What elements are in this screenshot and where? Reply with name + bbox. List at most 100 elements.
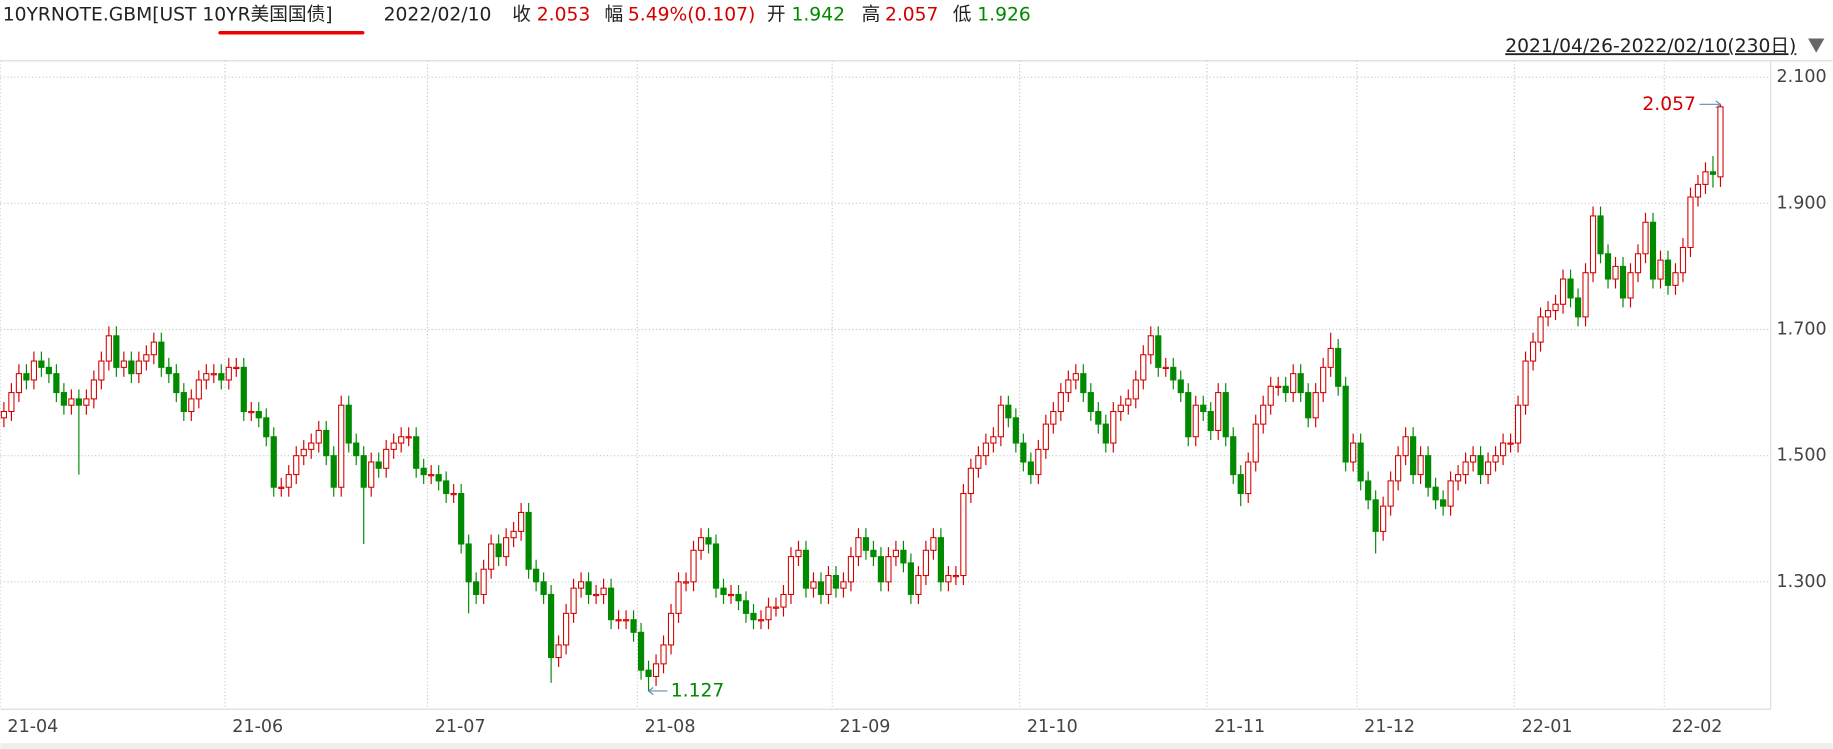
candle-body [1574, 297, 1582, 318]
candle-body [1529, 341, 1537, 362]
candle-body [600, 587, 607, 595]
open-label: 开 [767, 5, 786, 26]
candle-body [1350, 442, 1357, 463]
candle-body [1372, 499, 1379, 532]
candle-body [1275, 385, 1282, 388]
candle-body [1215, 392, 1222, 431]
low-label: 低 [953, 5, 972, 26]
candle-body [1492, 455, 1499, 463]
candle-body [1140, 354, 1147, 381]
candle-body [1432, 486, 1439, 501]
candle-body [465, 543, 472, 583]
candle-body [877, 556, 885, 583]
low-annotation: 1.127 [671, 680, 725, 701]
candle-body [1679, 246, 1687, 274]
candle-body [1012, 417, 1019, 444]
candle-body [892, 549, 900, 558]
candle-body [1357, 442, 1364, 482]
candle-body [1702, 171, 1709, 185]
candle-body [443, 480, 450, 495]
date-range[interactable]: 2021/04/26-2022/02/10(230日) [1505, 36, 1796, 57]
candle-body [817, 581, 825, 595]
candle-body [885, 556, 892, 583]
candle-body [300, 448, 307, 457]
candle-body [825, 575, 832, 595]
candle-body [577, 581, 585, 589]
x-tick-label: 21-11 [1214, 717, 1265, 737]
candle-body [982, 442, 989, 457]
candle-body [128, 360, 135, 375]
candle-body [870, 549, 877, 558]
candle-body [810, 581, 817, 589]
high-annotation: 2.057 [1642, 94, 1696, 115]
candle-body [1050, 410, 1057, 425]
x-tick-label: 21-09 [839, 717, 890, 737]
candle-body [1387, 480, 1394, 507]
candle-body [1252, 423, 1259, 463]
candle-body [690, 549, 697, 583]
candle-body [1470, 455, 1477, 463]
candle-body [338, 404, 345, 488]
candle-body [210, 373, 217, 376]
candle-body [1440, 499, 1447, 507]
x-tick-label: 22-01 [1522, 717, 1573, 737]
candle-body [188, 398, 195, 413]
candle-body [1664, 259, 1672, 286]
candle-body [38, 360, 45, 368]
candle-body [1020, 442, 1027, 463]
candle-body [203, 373, 210, 381]
candle-body [742, 600, 750, 614]
close-label: 收 [512, 5, 531, 26]
bottom-strip [0, 743, 1833, 749]
candle-body [907, 562, 915, 595]
candle-body [240, 366, 247, 413]
candle-body [1657, 259, 1664, 280]
candle-body [83, 398, 90, 406]
candle-body [1410, 436, 1417, 476]
candle-body [503, 537, 510, 558]
candle-body [1425, 455, 1432, 488]
candle-body [390, 442, 397, 450]
candle-body [1544, 310, 1552, 318]
high-value: 2.057 [885, 5, 939, 26]
candle-body [787, 556, 795, 595]
candle-body [855, 537, 862, 558]
candle-body [1267, 385, 1274, 406]
candle-body [435, 474, 442, 482]
candle-body [1717, 106, 1724, 178]
candle-body [113, 335, 120, 368]
candle-body [30, 360, 37, 381]
candle-body [802, 549, 810, 589]
candle-body [555, 644, 562, 659]
candle-body [847, 556, 855, 583]
change-label: 幅 [605, 5, 624, 26]
candle-body [990, 436, 997, 444]
range-dropdown[interactable] [1808, 38, 1825, 53]
x-tick-label: 22-02 [1672, 717, 1723, 737]
candle-body [930, 537, 937, 551]
candle-body [405, 436, 412, 439]
candle-body [1312, 392, 1319, 419]
candle-body [53, 373, 60, 394]
candle-body [195, 379, 202, 400]
candle-body [368, 461, 375, 488]
candle-body [398, 436, 405, 444]
candle-body [1282, 385, 1289, 394]
candle-body [45, 366, 52, 375]
candle-body [937, 537, 944, 583]
candle-body [518, 511, 525, 532]
candle-body [345, 404, 352, 444]
candle-body [1200, 404, 1207, 413]
candle-body [1462, 461, 1469, 476]
candle-body [570, 587, 577, 614]
candle-body [233, 366, 240, 370]
candle-body [750, 612, 757, 621]
candle-body [135, 360, 142, 375]
candle-body [255, 410, 262, 419]
candle-body [278, 486, 285, 489]
candle-body [705, 537, 712, 545]
candle-body [757, 619, 765, 622]
candle-body [450, 492, 457, 496]
